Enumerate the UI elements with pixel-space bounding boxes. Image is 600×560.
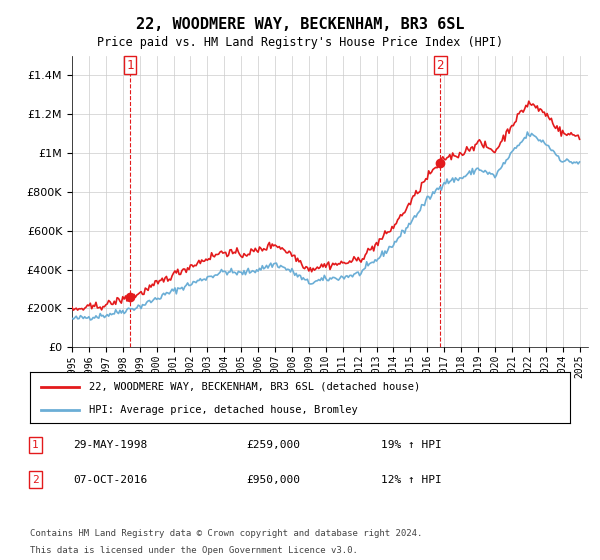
Text: HPI: Average price, detached house, Bromley: HPI: Average price, detached house, Brom… (89, 405, 358, 415)
Text: 07-OCT-2016: 07-OCT-2016 (73, 475, 148, 485)
Text: 1: 1 (32, 440, 39, 450)
Text: 1: 1 (126, 59, 134, 72)
Text: This data is licensed under the Open Government Licence v3.0.: This data is licensed under the Open Gov… (30, 546, 358, 555)
Text: 2: 2 (32, 475, 39, 485)
Text: 2: 2 (437, 59, 444, 72)
Text: £259,000: £259,000 (246, 440, 300, 450)
Text: £950,000: £950,000 (246, 475, 300, 485)
Text: 22, WOODMERE WAY, BECKENHAM, BR3 6SL: 22, WOODMERE WAY, BECKENHAM, BR3 6SL (136, 17, 464, 32)
Text: 12% ↑ HPI: 12% ↑ HPI (381, 475, 442, 485)
Text: 19% ↑ HPI: 19% ↑ HPI (381, 440, 442, 450)
Text: Price paid vs. HM Land Registry's House Price Index (HPI): Price paid vs. HM Land Registry's House … (97, 36, 503, 49)
Text: 22, WOODMERE WAY, BECKENHAM, BR3 6SL (detached house): 22, WOODMERE WAY, BECKENHAM, BR3 6SL (de… (89, 381, 421, 391)
Text: Contains HM Land Registry data © Crown copyright and database right 2024.: Contains HM Land Registry data © Crown c… (30, 529, 422, 538)
Text: 29-MAY-1998: 29-MAY-1998 (73, 440, 148, 450)
